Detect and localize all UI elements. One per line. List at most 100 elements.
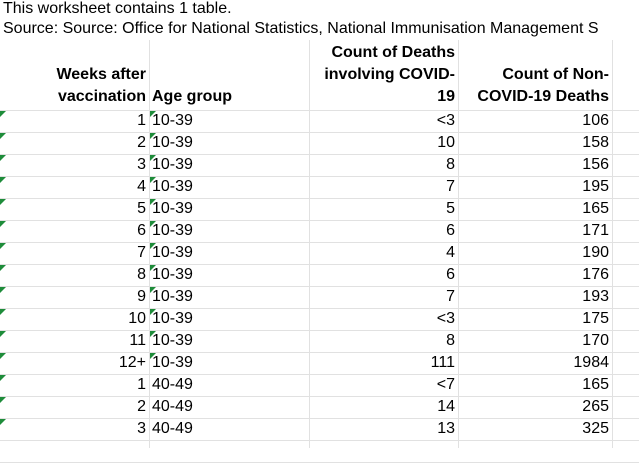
table-cell: 40-49 xyxy=(152,420,193,437)
column-gridline xyxy=(458,40,459,448)
row-gridline xyxy=(0,396,639,397)
table-cell: 195 xyxy=(582,178,609,195)
table-cell: 6 xyxy=(446,222,455,239)
error-indicator xyxy=(0,155,6,161)
table-cell: 10-39 xyxy=(152,332,193,349)
table-cell: 10-39 xyxy=(152,200,193,217)
error-indicator xyxy=(0,265,6,271)
table-cell: 111 xyxy=(430,354,455,371)
column-gridline xyxy=(309,40,310,448)
worksheet-note: This worksheet contains 1 table. xyxy=(3,0,232,17)
table-cell: 6 xyxy=(137,222,146,239)
table-cell: 2 xyxy=(137,398,146,415)
error-indicator xyxy=(150,221,156,227)
table-cell: 9 xyxy=(137,288,146,305)
table-cell: 3 xyxy=(137,420,146,437)
error-indicator xyxy=(150,199,156,205)
row-gridline xyxy=(0,286,639,287)
column-header: Count of Deaths involving COVID-19 xyxy=(324,44,455,105)
table-cell: 10 xyxy=(437,134,455,151)
table-cell: 1984 xyxy=(573,354,609,371)
row-gridline xyxy=(0,352,639,353)
row-gridline xyxy=(0,154,639,155)
table-cell: 170 xyxy=(582,332,609,349)
row-gridline xyxy=(0,440,639,441)
table-cell: 14 xyxy=(437,398,455,415)
table-cell: 10-39 xyxy=(152,288,193,305)
error-indicator xyxy=(0,331,6,337)
table-cell: 8 xyxy=(137,266,146,283)
table-cell: 325 xyxy=(582,420,609,437)
table-cell: 8 xyxy=(446,156,455,173)
table-cell: 10-39 xyxy=(152,354,193,371)
table-cell: 4 xyxy=(446,244,455,261)
table-cell: 12+ xyxy=(118,354,146,371)
table-cell: 7 xyxy=(446,288,455,305)
row-gridline xyxy=(0,176,639,177)
error-indicator xyxy=(0,199,6,205)
error-indicator xyxy=(0,375,6,381)
row-gridline xyxy=(0,330,639,331)
table-cell: 1 xyxy=(137,112,146,129)
table-cell: 176 xyxy=(582,266,609,283)
table-cell: 193 xyxy=(582,288,609,305)
error-indicator xyxy=(0,353,6,359)
table-cell: 7 xyxy=(137,244,146,261)
error-indicator xyxy=(150,353,156,359)
error-indicator xyxy=(0,397,6,403)
table-cell: 156 xyxy=(582,156,609,173)
table-cell: 10-39 xyxy=(152,112,193,129)
table-cell: 10 xyxy=(128,310,146,327)
table-cell: 190 xyxy=(582,244,609,261)
error-indicator xyxy=(0,309,6,315)
table-cell: 165 xyxy=(582,200,609,217)
table-cell: 2 xyxy=(137,134,146,151)
table-cell: 10-39 xyxy=(152,156,193,173)
error-indicator xyxy=(150,265,156,271)
table-cell: 10-39 xyxy=(152,244,193,261)
row-gridline xyxy=(0,264,639,265)
source-note: Source: Source: Office for National Stat… xyxy=(3,20,599,37)
column-gridline xyxy=(149,40,150,448)
error-indicator xyxy=(150,177,156,183)
table-cell: 5 xyxy=(137,200,146,217)
error-indicator xyxy=(0,133,6,139)
error-indicator xyxy=(0,419,6,425)
error-indicator xyxy=(150,155,156,161)
table-cell: 6 xyxy=(446,266,455,283)
table-cell: 10-39 xyxy=(152,266,193,283)
row-gridline xyxy=(0,418,639,419)
row-gridline xyxy=(0,132,639,133)
table-cell: 171 xyxy=(582,222,609,239)
table-cell: 5 xyxy=(446,200,455,217)
table-cell: 8 xyxy=(446,332,455,349)
error-indicator xyxy=(0,243,6,249)
column-header: Count of Non-COVID-19 Deaths xyxy=(477,66,609,105)
table-cell: 10-39 xyxy=(152,222,193,239)
row-gridline xyxy=(0,308,639,309)
error-indicator xyxy=(0,221,6,227)
table-cell: <3 xyxy=(436,310,455,327)
table-cell: 11 xyxy=(129,332,146,349)
error-indicator xyxy=(150,331,156,337)
error-indicator xyxy=(150,243,156,249)
column-header: Weeks after vaccination xyxy=(56,66,146,105)
table-cell: 7 xyxy=(446,178,455,195)
row-gridline xyxy=(0,374,639,375)
table-cell: <3 xyxy=(436,112,455,129)
column-header: Age group xyxy=(152,88,232,105)
table-cell: 3 xyxy=(137,156,146,173)
table-cell: 158 xyxy=(582,134,609,151)
error-indicator xyxy=(150,133,156,139)
table-cell: 13 xyxy=(437,420,455,437)
row-gridline xyxy=(0,198,639,199)
row-gridline xyxy=(0,242,639,243)
table-cell: 4 xyxy=(137,178,146,195)
error-indicator xyxy=(0,287,6,293)
error-indicator xyxy=(150,111,156,117)
table-cell: 10-39 xyxy=(152,134,193,151)
row-gridline xyxy=(0,220,639,221)
table-cell: 10-39 xyxy=(152,178,193,195)
row-gridline xyxy=(0,110,639,111)
